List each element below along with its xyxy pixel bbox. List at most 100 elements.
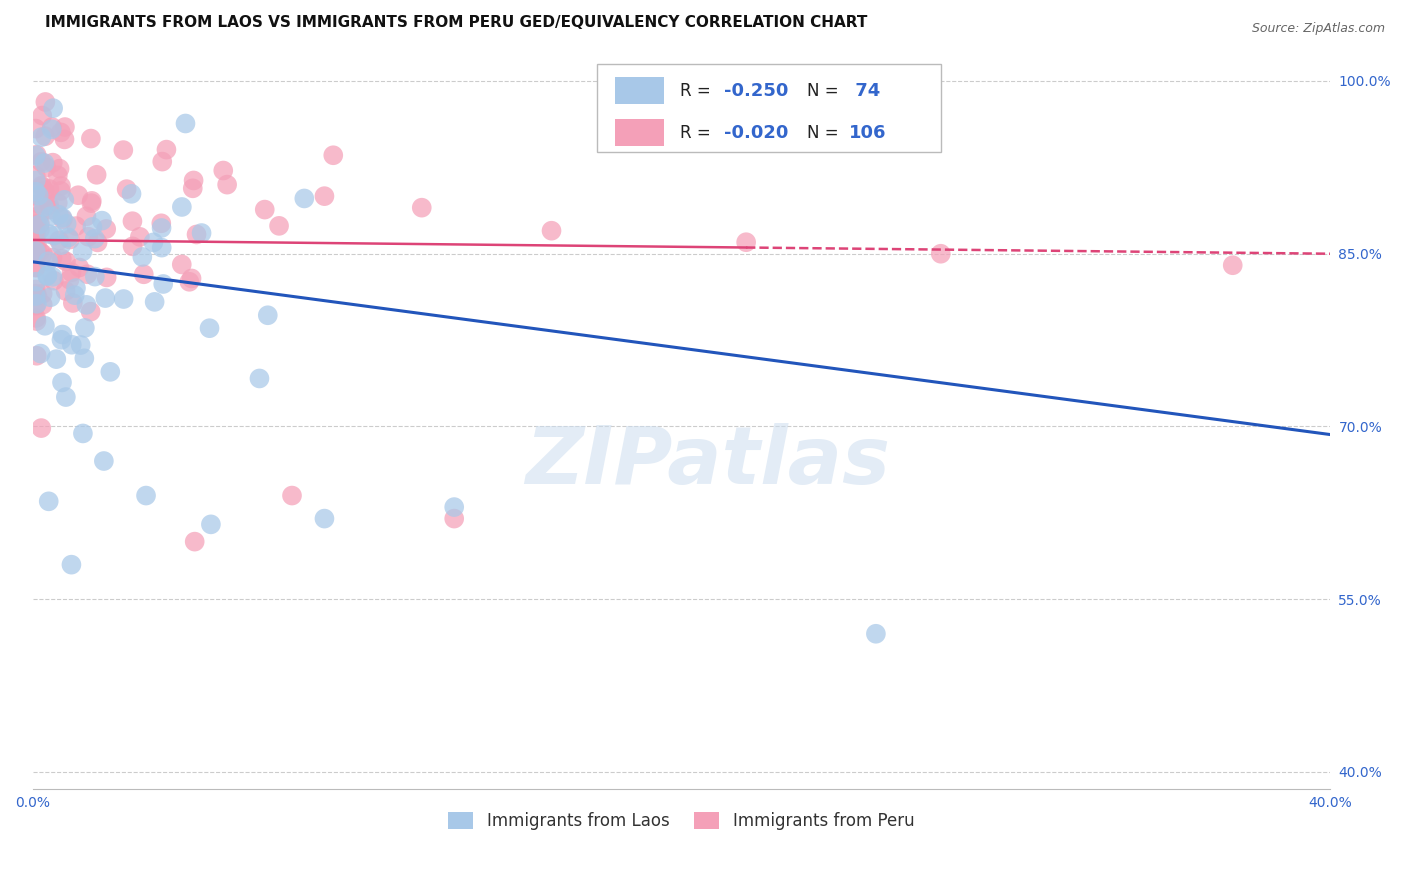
Point bbox=[67, 188, 90, 202]
Point bbox=[28, 208, 51, 222]
Point bbox=[86, 168, 108, 182]
Point bbox=[24, 225, 46, 239]
Point bbox=[24, 212, 46, 227]
Point bbox=[25, 297, 48, 311]
Point bbox=[51, 252, 73, 266]
Point bbox=[183, 534, 205, 549]
Point bbox=[929, 246, 952, 260]
Text: ZIPatlas: ZIPatlas bbox=[524, 424, 890, 501]
Point bbox=[152, 277, 174, 291]
Point bbox=[34, 95, 56, 109]
Point bbox=[58, 272, 80, 286]
Point bbox=[25, 314, 48, 328]
Point bbox=[31, 109, 53, 123]
Point bbox=[411, 201, 433, 215]
Point bbox=[24, 233, 46, 247]
Point bbox=[31, 178, 53, 193]
Point bbox=[150, 221, 173, 235]
Point bbox=[82, 219, 104, 234]
Point bbox=[292, 191, 315, 205]
Point bbox=[112, 292, 135, 306]
Text: R =: R = bbox=[681, 124, 716, 142]
Point bbox=[31, 247, 53, 261]
Point bbox=[38, 227, 60, 241]
Point bbox=[25, 310, 48, 325]
Point bbox=[72, 426, 94, 441]
Point bbox=[256, 308, 278, 322]
Point bbox=[62, 296, 84, 310]
Point bbox=[42, 274, 65, 288]
Point bbox=[53, 120, 76, 134]
Point bbox=[30, 421, 52, 435]
Point bbox=[142, 235, 165, 250]
Point bbox=[77, 229, 100, 244]
Point bbox=[38, 494, 60, 508]
Point bbox=[28, 218, 51, 232]
Point bbox=[55, 390, 77, 404]
Point bbox=[25, 236, 48, 251]
Point bbox=[31, 286, 53, 301]
Point bbox=[217, 178, 239, 192]
Point bbox=[24, 299, 46, 313]
Point bbox=[24, 289, 46, 303]
Point bbox=[27, 289, 49, 303]
Text: N =: N = bbox=[807, 81, 844, 100]
Point bbox=[44, 228, 66, 243]
Point bbox=[249, 371, 271, 385]
Point bbox=[112, 143, 135, 157]
Point bbox=[24, 121, 46, 136]
Point bbox=[180, 271, 202, 285]
Point bbox=[73, 321, 96, 335]
Point bbox=[65, 281, 87, 295]
Point bbox=[53, 132, 76, 146]
Point bbox=[37, 268, 59, 283]
Point bbox=[83, 269, 105, 284]
Point bbox=[38, 198, 60, 212]
Point bbox=[76, 267, 98, 281]
Point bbox=[37, 254, 59, 268]
Point bbox=[83, 232, 105, 246]
Point bbox=[58, 230, 80, 244]
Point bbox=[60, 337, 83, 351]
Point bbox=[186, 227, 208, 242]
Point bbox=[80, 196, 103, 211]
Point bbox=[51, 333, 73, 347]
Point bbox=[322, 148, 344, 162]
Point bbox=[42, 101, 65, 115]
Text: Source: ZipAtlas.com: Source: ZipAtlas.com bbox=[1251, 22, 1385, 36]
Point bbox=[38, 202, 60, 217]
Point bbox=[121, 186, 143, 201]
Point bbox=[96, 270, 118, 285]
Point bbox=[55, 284, 77, 298]
Point bbox=[48, 208, 70, 222]
Point bbox=[41, 120, 63, 134]
Point bbox=[24, 260, 46, 275]
Point bbox=[1222, 258, 1244, 272]
Point bbox=[60, 558, 83, 572]
Point bbox=[30, 130, 52, 145]
Point bbox=[25, 147, 48, 161]
Point bbox=[28, 223, 51, 237]
FancyBboxPatch shape bbox=[614, 120, 665, 146]
Point bbox=[132, 267, 155, 281]
Text: IMMIGRANTS FROM LAOS VS IMMIGRANTS FROM PERU GED/EQUIVALENCY CORRELATION CHART: IMMIGRANTS FROM LAOS VS IMMIGRANTS FROM … bbox=[45, 15, 868, 30]
Point bbox=[24, 189, 46, 203]
Point bbox=[24, 173, 46, 187]
Point bbox=[75, 298, 97, 312]
Point bbox=[443, 511, 465, 525]
Text: -0.020: -0.020 bbox=[724, 124, 789, 142]
Point bbox=[49, 184, 72, 198]
Point bbox=[170, 200, 193, 214]
Point bbox=[30, 154, 52, 169]
Point bbox=[314, 189, 336, 203]
Point bbox=[212, 163, 235, 178]
Point bbox=[80, 131, 103, 145]
Point bbox=[28, 188, 51, 202]
Point bbox=[41, 122, 63, 136]
Point bbox=[39, 209, 62, 223]
Point bbox=[24, 169, 46, 183]
Point bbox=[51, 238, 73, 252]
Point bbox=[59, 233, 82, 247]
Point bbox=[281, 489, 304, 503]
Point bbox=[41, 269, 63, 284]
